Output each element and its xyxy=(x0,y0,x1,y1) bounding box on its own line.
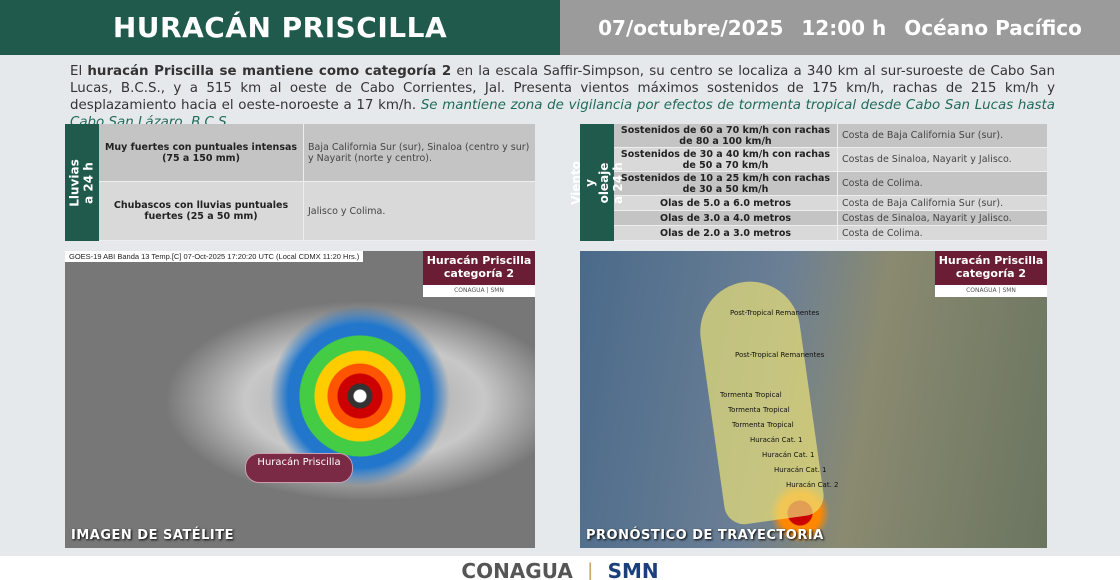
condition: Sostenidos de 30 a 40 km/h con rachas de… xyxy=(614,148,838,171)
region: Baja California Sur (sur), Sinaloa (cent… xyxy=(308,141,530,164)
page-title: HURACÁN PRISCILLA xyxy=(0,0,560,55)
goes-caption: GOES-19 ABI Banda 13 Temp.[C] 07-Oct-202… xyxy=(65,251,364,262)
wind-table: Viento y oleaje a 24 h Sostenidos de 60 … xyxy=(569,124,1047,241)
condition: Sostenidos de 10 a 25 km/h con rachas de… xyxy=(614,172,838,195)
region: Costas de Sinaloa, Nayarit y Jalisco. xyxy=(842,212,1012,224)
track-point-label: Tormenta Tropical xyxy=(720,391,782,399)
region: Costas de Sinaloa, Nayarit y Jalisco. xyxy=(842,154,1012,165)
condition: Olas de 3.0 a 4.0 metros xyxy=(614,211,838,225)
track-point-label: Huracán Cat. 2 xyxy=(786,481,839,489)
conagua-logo: CONAGUA xyxy=(461,559,573,580)
track-point-label: Huracán Cat. 1 xyxy=(774,466,827,474)
summary-text: El huracán Priscilla se mantiene como ca… xyxy=(70,63,1055,131)
storm-badge: Huracán Priscilla categoría 2 CONAGUA | S… xyxy=(423,251,535,297)
text: El xyxy=(70,64,88,79)
footer-logos: CONAGUA | SMN xyxy=(0,556,1120,580)
table-row: Chubascos con lluvias puntuales fuertes … xyxy=(99,182,535,241)
header-info: 07/octubre/2025 12:00 h Océano Pacífico xyxy=(560,0,1120,55)
track-forecast-map: Post-Tropical Remanentes Post-Tropical Re… xyxy=(580,251,1047,548)
track-point-label: Huracán Cat. 1 xyxy=(762,451,815,459)
table-row: Muy fuertes con puntuales intensas (75 a… xyxy=(99,124,535,182)
track-caption: PRONÓSTICO DE TRAYECTORIA xyxy=(586,528,824,543)
smn-logo: SMN xyxy=(607,559,659,580)
text: en la escala Saffir-Simpson, su centro s… xyxy=(70,64,1055,113)
table-row: Sostenidos de 60 a 70 km/h con rachas de… xyxy=(614,124,1047,148)
region: Océano Pacífico xyxy=(904,15,1082,40)
track-point-label: Post-Tropical Remanentes xyxy=(735,351,825,359)
track-point-label: Tormenta Tropical xyxy=(728,406,790,414)
track-point-label: Post-Tropical Remanentes xyxy=(730,309,820,317)
table-row: Olas de 3.0 a 4.0 metros Costas de Sinalo… xyxy=(614,211,1047,226)
wind-table-label: Viento y oleaje a 24 h xyxy=(569,124,625,241)
track-point-label: Huracán Cat. 1 xyxy=(750,436,803,444)
time: 12:00 h xyxy=(801,15,887,40)
satellite-image: GOES-19 ABI Banda 13 Temp.[C] 07-Oct-202… xyxy=(65,251,535,548)
track-point-label: Tormenta Tropical xyxy=(732,421,794,429)
text-bold: huracán Priscilla se mantiene como categ… xyxy=(87,64,452,79)
storm-label: Huracán Priscilla xyxy=(245,453,353,483)
region: Costa de Colima. xyxy=(842,227,923,239)
table-row: Sostenidos de 10 a 25 km/h con rachas de… xyxy=(614,172,1047,196)
date: 07/octubre/2025 xyxy=(598,15,784,40)
condition: Sostenidos de 60 a 70 km/h con rachas de… xyxy=(614,124,838,147)
rain-table: Lluvias a 24 h Muy fuertes con puntuales… xyxy=(65,124,535,241)
table-row: Olas de 5.0 a 6.0 metros Costa de Baja Ca… xyxy=(614,196,1047,211)
divider: | xyxy=(586,559,594,580)
table-row: Olas de 2.0 a 3.0 metros Costa de Colima. xyxy=(614,226,1047,241)
rain-table-label: Lluvias a 24 h xyxy=(65,124,99,241)
region: Costa de Colima. xyxy=(842,178,923,189)
region: Costa de Baja California Sur (sur). xyxy=(842,197,1004,209)
condition: Chubascos con lluvias puntuales fuertes … xyxy=(99,182,304,240)
condition: Olas de 5.0 a 6.0 metros xyxy=(614,196,838,210)
table-row: Sostenidos de 30 a 40 km/h con rachas de… xyxy=(614,148,1047,172)
condition: Muy fuertes con puntuales intensas (75 a… xyxy=(99,124,304,181)
region: Jalisco y Colima. xyxy=(308,205,386,217)
condition: Olas de 2.0 a 3.0 metros xyxy=(614,226,838,240)
satellite-caption: IMAGEN DE SATÉLITE xyxy=(71,528,235,543)
region: Costa de Baja California Sur (sur). xyxy=(842,130,1004,141)
storm-badge: Huracán Priscilla categoría 2 CONAGUA | S… xyxy=(935,251,1047,297)
